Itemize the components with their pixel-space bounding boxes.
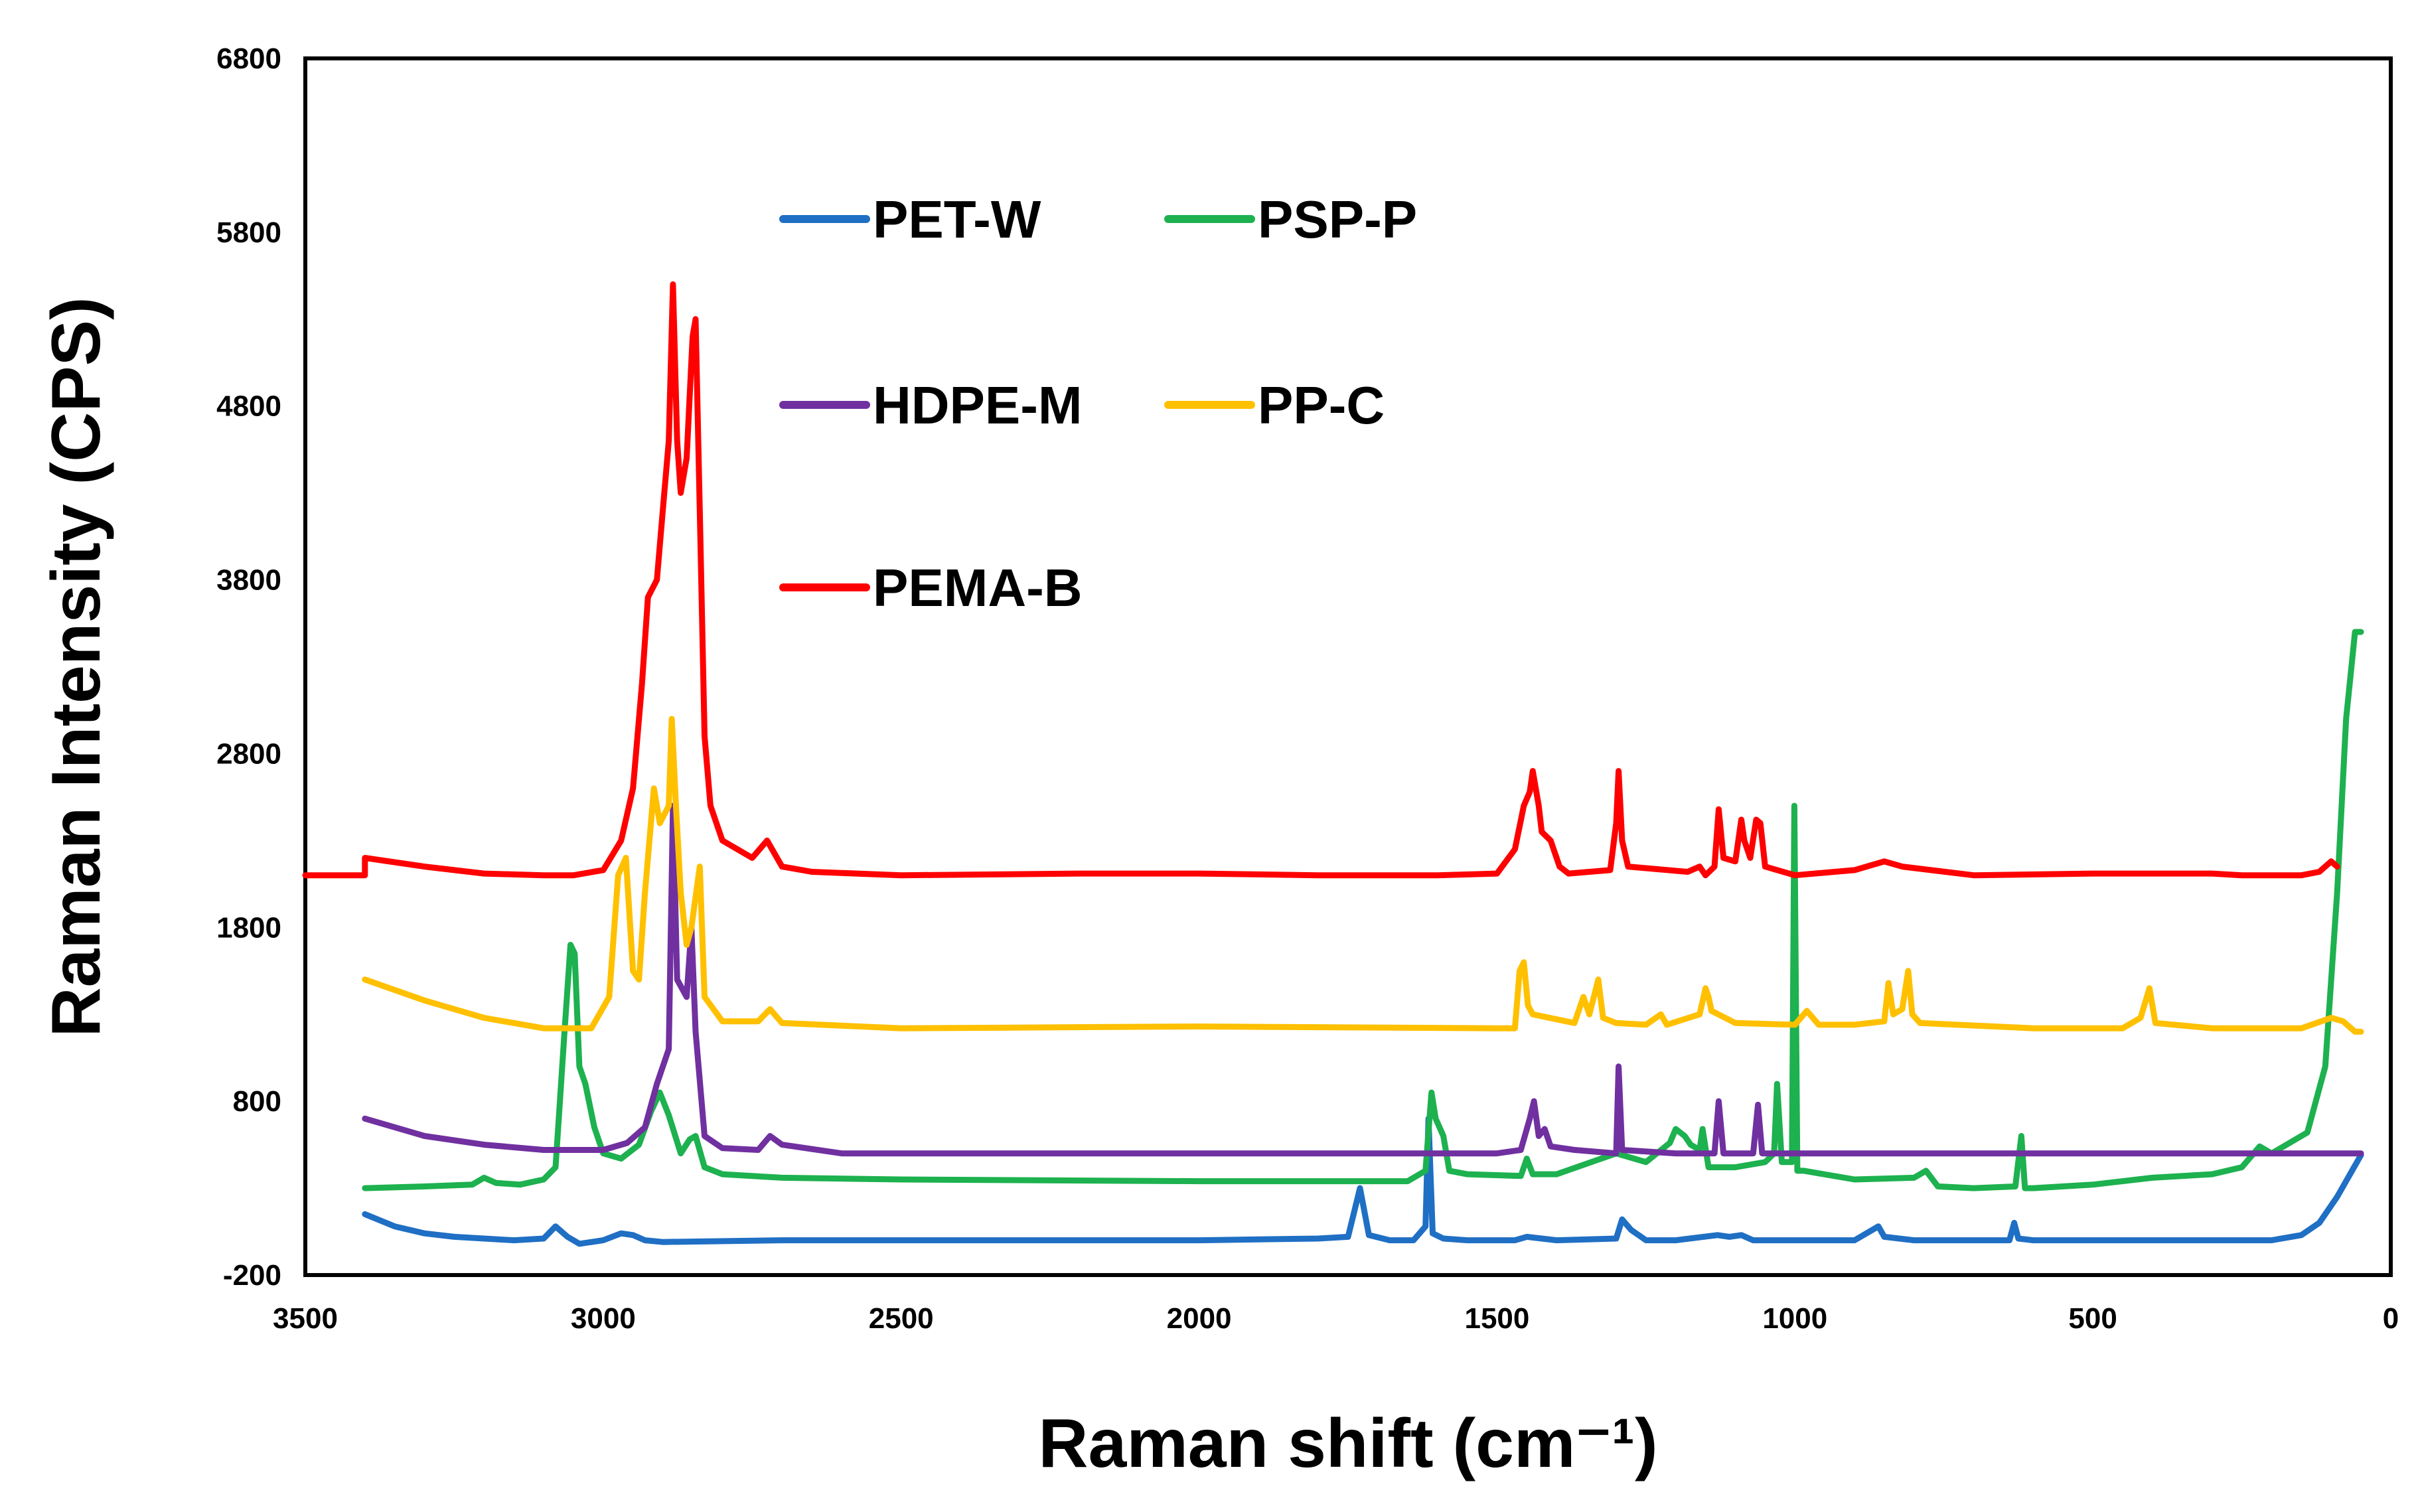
legend-label-hdpe-m: HDPE-M [873, 376, 1083, 435]
legend-label-psp-p: PSP-P [1258, 190, 1417, 249]
y-tick-label: 3800 [216, 564, 281, 597]
x-tick-label: 3000 [571, 1302, 636, 1335]
y-tick-label: 1800 [216, 911, 281, 944]
series-line-pet-w [362, 1115, 2364, 1247]
x-tick-label: 2000 [1167, 1302, 1232, 1335]
y-axis-ticks: -200 800 1800 2800 3800 4800 5800 6800 [216, 42, 281, 1292]
y-axis-title: Raman Intensity (CPS) [38, 297, 115, 1037]
legend-label-pp-c: PP-C [1258, 376, 1385, 435]
series-line-pema-b [302, 281, 2340, 879]
y-tick-label: -200 [223, 1259, 281, 1292]
x-axis-title: Raman shift (cm⁻¹) [1038, 1405, 1657, 1482]
series-line-hdpe-m [362, 802, 2364, 1157]
y-tick-label: 5800 [216, 216, 281, 249]
legend-label-pet-w: PET-W [873, 190, 1041, 249]
x-tick-label: 3500 [273, 1302, 338, 1335]
series-line-pp-c [362, 716, 2364, 1035]
x-tick-label: 1500 [1464, 1302, 1529, 1335]
x-tick-label: 500 [2068, 1302, 2117, 1335]
y-tick-label: 2800 [216, 737, 281, 770]
series-layer [302, 281, 2364, 1247]
legend-label-pema-b: PEMA-B [873, 558, 1083, 617]
x-tick-label: 1000 [1762, 1302, 1827, 1335]
y-tick-label: 6800 [216, 42, 281, 75]
x-axis-ticks: 3500 3000 2500 2000 1500 1000 500 0 [273, 1302, 2399, 1335]
x-tick-label: 0 [2383, 1302, 2399, 1335]
y-tick-label: 4800 [216, 390, 281, 423]
y-tick-label: 800 [233, 1085, 281, 1118]
x-tick-label: 2500 [869, 1302, 934, 1335]
plot-area-frame [303, 56, 2393, 1277]
legend: PET-W PSP-P HDPE-M PP-C PEMA-B [779, 190, 1417, 617]
